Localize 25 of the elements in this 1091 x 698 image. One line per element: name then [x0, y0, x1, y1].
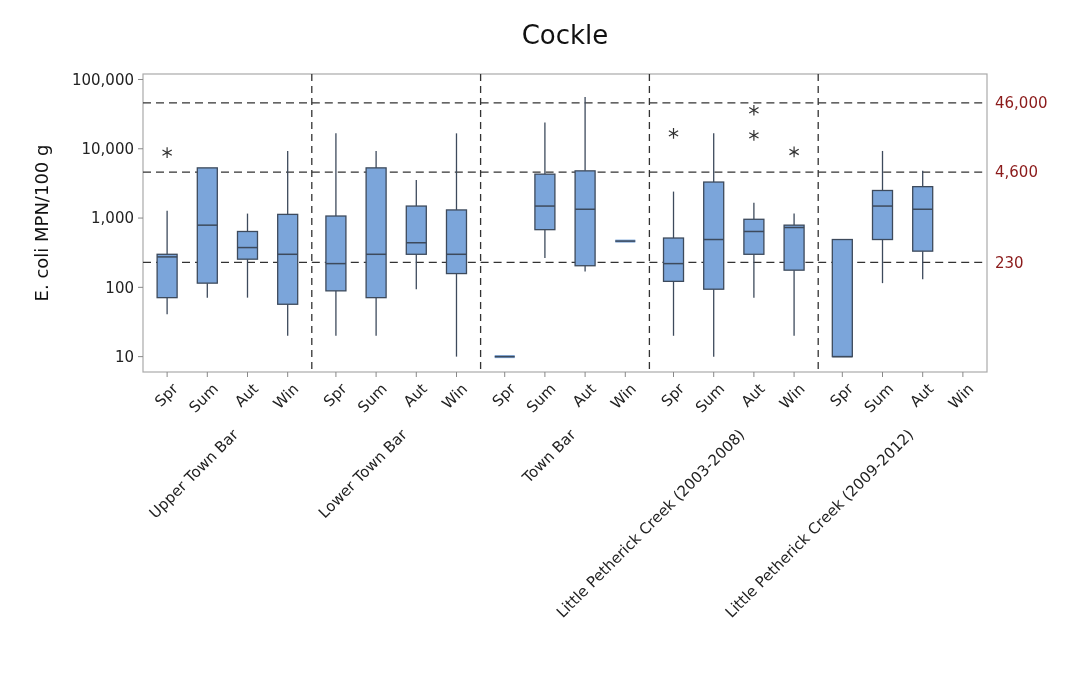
x-tick-label: Win — [438, 379, 472, 413]
y-tick-label: 10 — [114, 347, 134, 366]
y-tick-label: 100,000 — [71, 70, 134, 89]
x-tick-label: Win — [607, 379, 640, 413]
chart-title: Cockle — [521, 20, 609, 50]
x-tick-label: Spr — [488, 379, 520, 411]
y-tick-label: 100 — [105, 278, 134, 297]
x-tick-label: Win — [775, 379, 809, 413]
x-tick-label: Aut — [737, 379, 769, 411]
x-tick-label: Spr — [826, 379, 858, 411]
ref-line-label: 4,600 — [995, 163, 1038, 182]
ref-line-label: 230 — [995, 253, 1024, 272]
y-axis-title: E. coli MPN/100 g — [31, 144, 52, 302]
y-tick-label: 10,000 — [81, 140, 134, 159]
x-tick-label: Spr — [151, 379, 183, 411]
x-tick-label: Aut — [231, 379, 263, 411]
y-tick-label: 1,000 — [91, 209, 134, 228]
x-tick-label: Win — [944, 379, 978, 413]
x-tick-label: Spr — [657, 379, 689, 411]
ref-line-label: 46,000 — [995, 94, 1048, 113]
x-tick-label: Aut — [906, 379, 938, 411]
x-tick-label: Aut — [399, 379, 431, 411]
x-tick-label: Spr — [319, 379, 352, 411]
x-tick-label: Aut — [568, 379, 600, 411]
x-tick-label: Win — [269, 379, 303, 413]
